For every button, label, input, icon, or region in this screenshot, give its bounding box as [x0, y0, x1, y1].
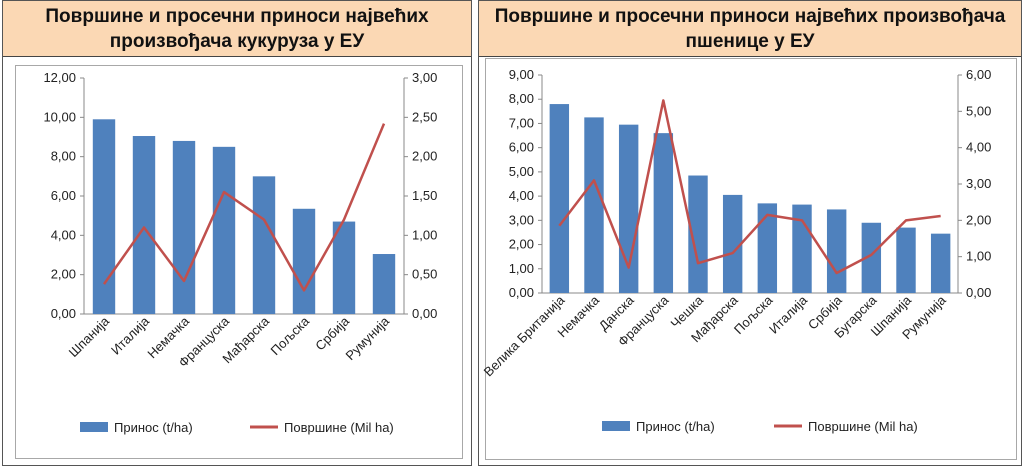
chart1-bar — [549, 104, 570, 293]
maize-chart-title: Површине и просечни приноси највећих про… — [3, 1, 471, 57]
chart0-left-tick-label: 2,00 — [51, 267, 76, 282]
chart0-right-tick-label: 0,50 — [412, 267, 437, 282]
chart1-right-tick-label: 1,00 — [966, 249, 991, 264]
chart0-area-line — [102, 123, 386, 292]
chart0-bar — [292, 208, 316, 314]
chart0-right-tick-label: 1,00 — [412, 227, 437, 242]
chart0-legend-bar-swatch — [80, 422, 108, 432]
maize-chart-area: 0,00 2,00 4,00 6,00 8,00 10,00 12,00 0,00 0,50 1,… — [15, 65, 463, 459]
chart1-bar — [618, 124, 639, 294]
chart1-legend-bar-swatch — [602, 421, 630, 431]
chart1-right-tick-label: 4,00 — [966, 140, 991, 155]
chart1-left-tick-label: 0,00 — [509, 285, 534, 300]
chart1-left-tick-label: 7,00 — [509, 115, 534, 130]
chart1-bar — [722, 194, 743, 293]
chart1-category-label: Велика Британија — [481, 292, 568, 379]
maize-chart-svg: 0,00 2,00 4,00 6,00 8,00 10,00 12,00 0,00 0,50 1,… — [43, 70, 437, 435]
chart0-right-tick-label: 0,00 — [412, 306, 437, 321]
chart1-bar — [757, 203, 778, 293]
chart1-bar — [792, 204, 812, 293]
chart1-bar — [826, 209, 847, 293]
wheat-chart-panel: Површине и просечни приноси највећих про… — [478, 0, 1022, 466]
chart1-left-tick-label: 9,00 — [509, 67, 534, 82]
chart0-right-tick-label: 2,00 — [412, 149, 437, 164]
chart0-bar — [252, 176, 276, 314]
chart1-left-tick-label: 2,00 — [509, 237, 534, 252]
chart1-right-tick-label: 5,00 — [966, 103, 991, 118]
chart0-left-tick-label: 6,00 — [51, 188, 76, 203]
chart0-bar — [172, 140, 196, 314]
chart0-bar — [92, 119, 116, 314]
chart1-right-tick-label: 0,00 — [966, 285, 991, 300]
chart1-left-tick-label: 3,00 — [509, 212, 534, 227]
chart1-left-tick-label: 5,00 — [509, 164, 534, 179]
wheat-chart-svg: 0,00 1,00 2,00 3,00 4,00 5,00 6,00 7,00 8,00 9,00… — [481, 67, 992, 434]
chart1-bar — [896, 227, 916, 293]
chart1-left-tick-label: 4,00 — [509, 188, 534, 203]
chart0-bar — [212, 146, 236, 314]
chart1-right-tick-label: 2,00 — [966, 212, 991, 227]
chart0-left-tick-label: 8,00 — [51, 149, 76, 164]
chart1-category-label: Италија — [766, 292, 811, 337]
chart1-bar — [653, 133, 674, 293]
chart0-bar — [332, 221, 356, 314]
chart1-right-tick-label: 3,00 — [966, 176, 991, 191]
chart0-category-label: Румунија — [343, 313, 393, 363]
chart0-left-tick-label: 12,00 — [43, 70, 76, 85]
chart1-right-tick-label: 6,00 — [966, 67, 991, 82]
chart0-left-tick-label: 10,00 — [43, 109, 76, 124]
maize-chart-panel: Површине и просечни приноси највећих про… — [2, 0, 472, 466]
chart0-right-tick-label: 3,00 — [412, 70, 437, 85]
chart1-left-tick-label: 6,00 — [509, 140, 534, 155]
chart1-legend-line-label: Површине (Mil ha) — [808, 419, 918, 434]
chart0-bar — [132, 136, 156, 314]
chart0-left-tick-label: 4,00 — [51, 227, 76, 242]
chart0-legend-bar-label: Принос (t/ha) — [114, 420, 193, 435]
chart0-right-tick-label: 1,50 — [412, 188, 437, 203]
chart1-bar — [930, 233, 951, 293]
wheat-chart-area: 0,00 1,00 2,00 3,00 4,00 5,00 6,00 7,00 8,00 9,00… — [481, 58, 1017, 460]
chart1-legend-bar-label: Принос (t/ha) — [636, 419, 715, 434]
chart0-category-label: Пољска — [268, 313, 313, 358]
chart1-left-tick-label: 1,00 — [509, 261, 534, 276]
chart1-bar — [861, 222, 882, 293]
chart1-left-tick-label: 8,00 — [509, 91, 534, 106]
chart0-right-tick-label: 2,50 — [412, 109, 437, 124]
chart1-bar — [688, 175, 708, 293]
wheat-chart-title: Површине и просечни приноси највећих про… — [479, 1, 1021, 57]
chart0-left-tick-label: 0,00 — [51, 306, 76, 321]
chart1-area-line — [558, 99, 941, 275]
chart1-bar — [584, 117, 604, 293]
chart0-bar — [372, 254, 396, 314]
chart0-legend-line-label: Површине (Mil ha) — [284, 420, 394, 435]
